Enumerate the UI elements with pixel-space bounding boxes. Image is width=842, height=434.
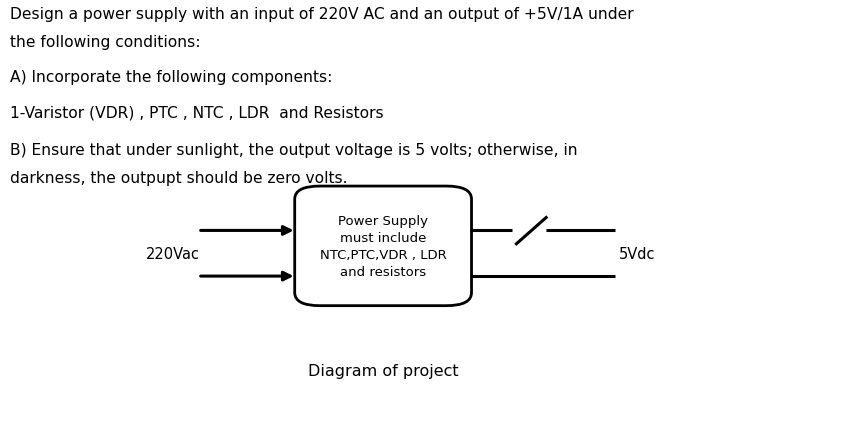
FancyBboxPatch shape — [295, 187, 472, 306]
Text: Diagram of project: Diagram of project — [308, 364, 458, 378]
Text: A) Incorporate the following components:: A) Incorporate the following components: — [10, 69, 333, 84]
Text: 220Vac: 220Vac — [146, 247, 200, 261]
Text: B) Ensure that under sunlight, the output voltage is 5 volts; otherwise, in: B) Ensure that under sunlight, the outpu… — [10, 142, 578, 157]
Text: 5Vdc: 5Vdc — [619, 247, 655, 261]
Text: the following conditions:: the following conditions: — [10, 35, 200, 49]
Text: Design a power supply with an input of 220V AC and an output of +5V/1A under: Design a power supply with an input of 2… — [10, 7, 634, 21]
Text: Power Supply
must include
NTC,PTC,VDR , LDR
and resistors: Power Supply must include NTC,PTC,VDR , … — [320, 214, 446, 278]
Text: darkness, the outpupt should be zero volts.: darkness, the outpupt should be zero vol… — [10, 171, 348, 185]
Text: 1-Varistor (VDR) , PTC , NTC , LDR  and Resistors: 1-Varistor (VDR) , PTC , NTC , LDR and R… — [10, 105, 384, 120]
